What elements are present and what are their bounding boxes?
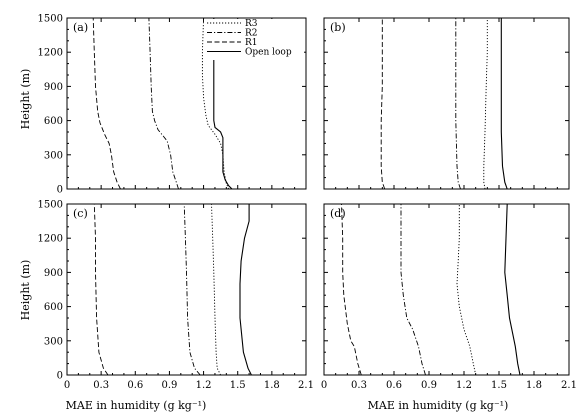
x-tick-label: 0 (64, 380, 70, 391)
series-line-open-loop (239, 204, 252, 376)
x-tick-label: 0.9 (161, 380, 177, 391)
x-tick-label: 0 (321, 380, 327, 391)
panel-d: 0 0.3 0.6 0.9 1.2 1.5 1.8 2.1 (d) (321, 203, 577, 391)
series-line-r3 (456, 204, 477, 376)
x-tick-label: 1.5 (230, 380, 246, 391)
legend-label-r3: R3 (245, 19, 258, 29)
panel-label: (a) (73, 21, 88, 34)
x-tick-label: 1.2 (456, 380, 472, 391)
y-tick-label: 0 (57, 371, 63, 382)
series-line-r2 (148, 17, 179, 190)
y-tick-label: 900 (44, 268, 63, 279)
panel-b: (b) (323, 17, 570, 190)
legend-background (204, 19, 304, 60)
series-line-r3 (201, 17, 230, 190)
y-tick-label: 600 (44, 116, 63, 127)
x-axis-title-left: MAE in humidity (g kg⁻¹) (66, 399, 207, 412)
legend-label-open-loop: Open loop (245, 48, 292, 58)
series-line-r1 (92, 17, 121, 190)
y-tick-label: 900 (44, 82, 63, 93)
panel-label: (c) (73, 207, 88, 220)
panel-label: (b) (330, 21, 346, 34)
x-tick-label: 0.6 (127, 380, 143, 391)
x-tick-label: 1.8 (264, 380, 280, 391)
x-tick-label: 2.1 (298, 380, 314, 391)
x-tick-label: 0.3 (93, 380, 109, 391)
series-line-r2 (400, 204, 426, 376)
legend-label-r2: R2 (245, 29, 258, 39)
panel-label: (d) (330, 207, 346, 220)
x-tick-label: 0.9 (421, 380, 437, 391)
x-tick-label: 0.3 (351, 380, 367, 391)
y-tick-label: 1500 (38, 14, 63, 25)
series-line-open-loop (504, 203, 521, 376)
series-line-r1 (341, 203, 362, 376)
x-tick-label: 1.2 (196, 380, 212, 391)
x-tick-label: 1.8 (526, 380, 542, 391)
y-axis-title-bottom: Height (m) (19, 260, 32, 321)
y-tick-label: 600 (44, 302, 63, 313)
series-line-r3 (211, 203, 222, 376)
legend-label-r1: R1 (245, 38, 258, 48)
plot-frame (323, 203, 570, 376)
plot-frame (66, 203, 307, 376)
y-tick-label: 300 (44, 336, 63, 347)
x-axis-title-right: MAE in humidity (g kg⁻¹) (368, 399, 509, 412)
series-line-r3 (483, 18, 488, 190)
series-line-r1 (93, 203, 109, 376)
y-tick-label: 0 (57, 185, 63, 196)
y-tick-label: 1200 (38, 234, 63, 245)
x-tick-label: 1.5 (491, 380, 507, 391)
x-tick-label: 0.6 (386, 380, 402, 391)
x-tick-label: 2.1 (561, 380, 577, 391)
series-line-open-loop (500, 18, 508, 190)
y-tick-label: 1500 (38, 200, 63, 211)
plot-frame (66, 17, 307, 190)
series-line-r2 (455, 18, 461, 190)
series-line-r1 (380, 18, 386, 190)
y-tick-label: 1200 (38, 48, 63, 59)
y-tick-label: 300 (44, 150, 63, 161)
series-line-r2 (183, 203, 201, 376)
y-axis-title-top: Height (m) (19, 69, 32, 130)
plot-frame (323, 17, 570, 190)
panel-c: 0 0.3 0.6 0.9 1.2 1.5 1.8 2.1 0 300 600 900 1200 1500… (38, 200, 314, 392)
series-line-open-loop (213, 18, 233, 190)
